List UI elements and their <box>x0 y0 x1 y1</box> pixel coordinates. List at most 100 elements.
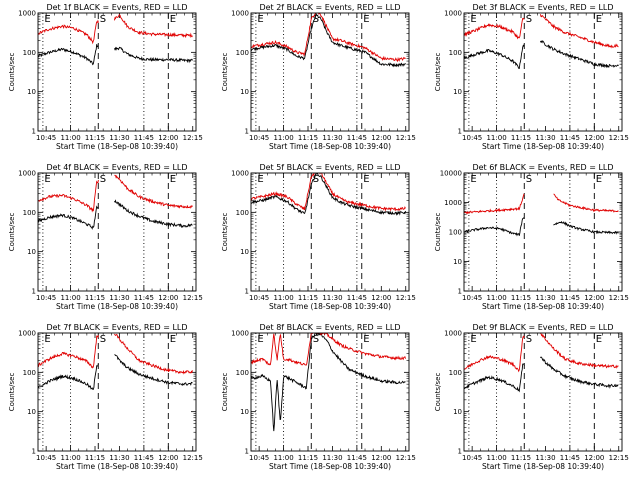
lld-series-line <box>114 174 193 209</box>
y-tick-label: 1000 <box>231 10 249 18</box>
chart-panel-9: Det 9f BLACK = Events, RED = LLD Counts/s… <box>434 323 629 471</box>
chart-title: Det 9f BLACK = Events, RED = LLD <box>472 323 613 332</box>
x-tick-label: 11:15 <box>85 134 105 142</box>
marker-label: E <box>44 174 50 185</box>
y-tick-label: 10 <box>453 408 462 416</box>
chart-title: Det 2f BLACK = Events, RED = LLD <box>259 3 400 12</box>
y-axis-label: Counts/sec <box>221 53 229 92</box>
x-tick-label: 11:15 <box>85 294 105 302</box>
chart-panel-2: Det 2f BLACK = Events, RED = LLD Counts/s… <box>221 3 416 151</box>
lld-series-line <box>113 14 193 39</box>
x-tick-label: 11:45 <box>560 134 580 142</box>
x-tick-label: 10:45 <box>36 294 56 302</box>
lld-series-line <box>464 17 525 40</box>
y-tick-label: 1000 <box>231 330 249 338</box>
chart-title: Det 5f BLACK = Events, RED = LLD <box>259 163 400 172</box>
x-tick-label: 12:00 <box>158 454 178 462</box>
y-tick-label: 1 <box>32 448 36 456</box>
plot-frame <box>250 12 410 132</box>
y-tick-label: 1 <box>245 448 249 456</box>
x-tick-label: 10:45 <box>36 454 56 462</box>
lld-series-line <box>114 333 193 375</box>
x-tick-label: 11:30 <box>109 454 129 462</box>
y-tick-label: 100 <box>449 229 462 237</box>
lld-series-line <box>540 333 619 369</box>
chart-title: Det 8f BLACK = Events, RED = LLD <box>259 323 400 332</box>
events-series-line <box>38 44 99 66</box>
x-axis-label: Start Time (18-Sep-08 10:39:40) <box>56 302 178 311</box>
y-axis-label: Counts/sec <box>434 53 442 92</box>
events-series-line <box>464 44 525 70</box>
y-axis-label: Counts/sec <box>434 213 442 252</box>
chart-panel-3: Det 3f BLACK = Events, RED = LLD Counts/s… <box>434 3 629 151</box>
y-tick-label: 100 <box>23 49 36 57</box>
marker-label: E <box>170 334 176 345</box>
y-tick-label: 10 <box>27 408 36 416</box>
plot-frame <box>37 12 197 132</box>
x-tick-label: 11:15 <box>511 134 531 142</box>
x-tick-label: 12:00 <box>158 294 178 302</box>
marker-label: E <box>257 174 263 185</box>
lld-series-line <box>539 14 619 49</box>
marker-label: E <box>470 334 476 345</box>
x-tick-label: 11:15 <box>298 294 318 302</box>
marker-label: E <box>257 334 263 345</box>
x-tick-label: 12:00 <box>584 294 604 302</box>
marker-label: S <box>526 174 532 185</box>
y-axis-label: Counts/sec <box>221 213 229 252</box>
y-tick-label: 10 <box>453 88 462 96</box>
y-tick-label: 10 <box>240 408 249 416</box>
chart-title: Det 7f BLACK = Events, RED = LLD <box>46 323 187 332</box>
x-tick-label: 12:15 <box>183 294 203 302</box>
x-axis-label: Start Time (18-Sep-08 10:39:40) <box>482 142 604 151</box>
y-tick-label: 1000 <box>444 199 462 207</box>
plot-frame <box>463 332 623 452</box>
y-tick-label: 10 <box>240 248 249 256</box>
marker-label: E <box>470 174 476 185</box>
events-series-line <box>251 13 406 68</box>
lld-series-line <box>553 193 619 213</box>
marker-label: S <box>313 14 319 25</box>
x-tick-label: 12:15 <box>183 454 203 462</box>
x-tick-label: 12:15 <box>609 454 629 462</box>
chart-title: Det 4f BLACK = Events, RED = LLD <box>46 163 187 172</box>
marker-label: S <box>526 14 532 25</box>
x-tick-label: 11:30 <box>535 294 555 302</box>
marker-label: S <box>313 174 319 185</box>
y-axis-label: Counts/sec <box>8 213 16 252</box>
lld-series-line <box>251 333 406 366</box>
marker-label: S <box>100 334 106 345</box>
y-tick-label: 1000 <box>18 330 36 338</box>
events-series-line <box>540 356 619 389</box>
x-tick-label: 10:45 <box>462 294 482 302</box>
x-tick-label: 11:45 <box>134 294 154 302</box>
lld-series-line <box>38 335 99 369</box>
x-tick-label: 11:30 <box>322 454 342 462</box>
x-axis-label: Start Time (18-Sep-08 10:39:40) <box>56 462 178 471</box>
x-tick-label: 12:00 <box>584 134 604 142</box>
y-tick-label: 100 <box>449 49 462 57</box>
plot-frame <box>37 332 197 452</box>
marker-label: E <box>170 14 176 25</box>
x-tick-label: 10:45 <box>249 294 269 302</box>
x-tick-label: 12:15 <box>396 454 416 462</box>
y-tick-label: 1000 <box>231 170 249 178</box>
marker-label: E <box>596 174 602 185</box>
marker-label: S <box>526 334 532 345</box>
y-tick-label: 100 <box>449 369 462 377</box>
marker-label: E <box>257 14 263 25</box>
x-tick-label: 10:45 <box>249 454 269 462</box>
x-tick-label: 11:45 <box>134 134 154 142</box>
lld-series-line <box>251 173 406 212</box>
y-tick-label: 1 <box>458 288 462 296</box>
y-tick-label: 100 <box>23 209 36 217</box>
events-series-line <box>251 333 406 432</box>
x-tick-label: 11:45 <box>347 294 367 302</box>
y-tick-label: 1 <box>245 288 249 296</box>
x-tick-label: 12:00 <box>371 134 391 142</box>
x-tick-label: 12:15 <box>609 294 629 302</box>
y-tick-label: 1 <box>245 128 249 136</box>
events-series-line <box>464 363 525 393</box>
chart-panel-1: Det 1f BLACK = Events, RED = LLD Counts/s… <box>8 3 203 151</box>
